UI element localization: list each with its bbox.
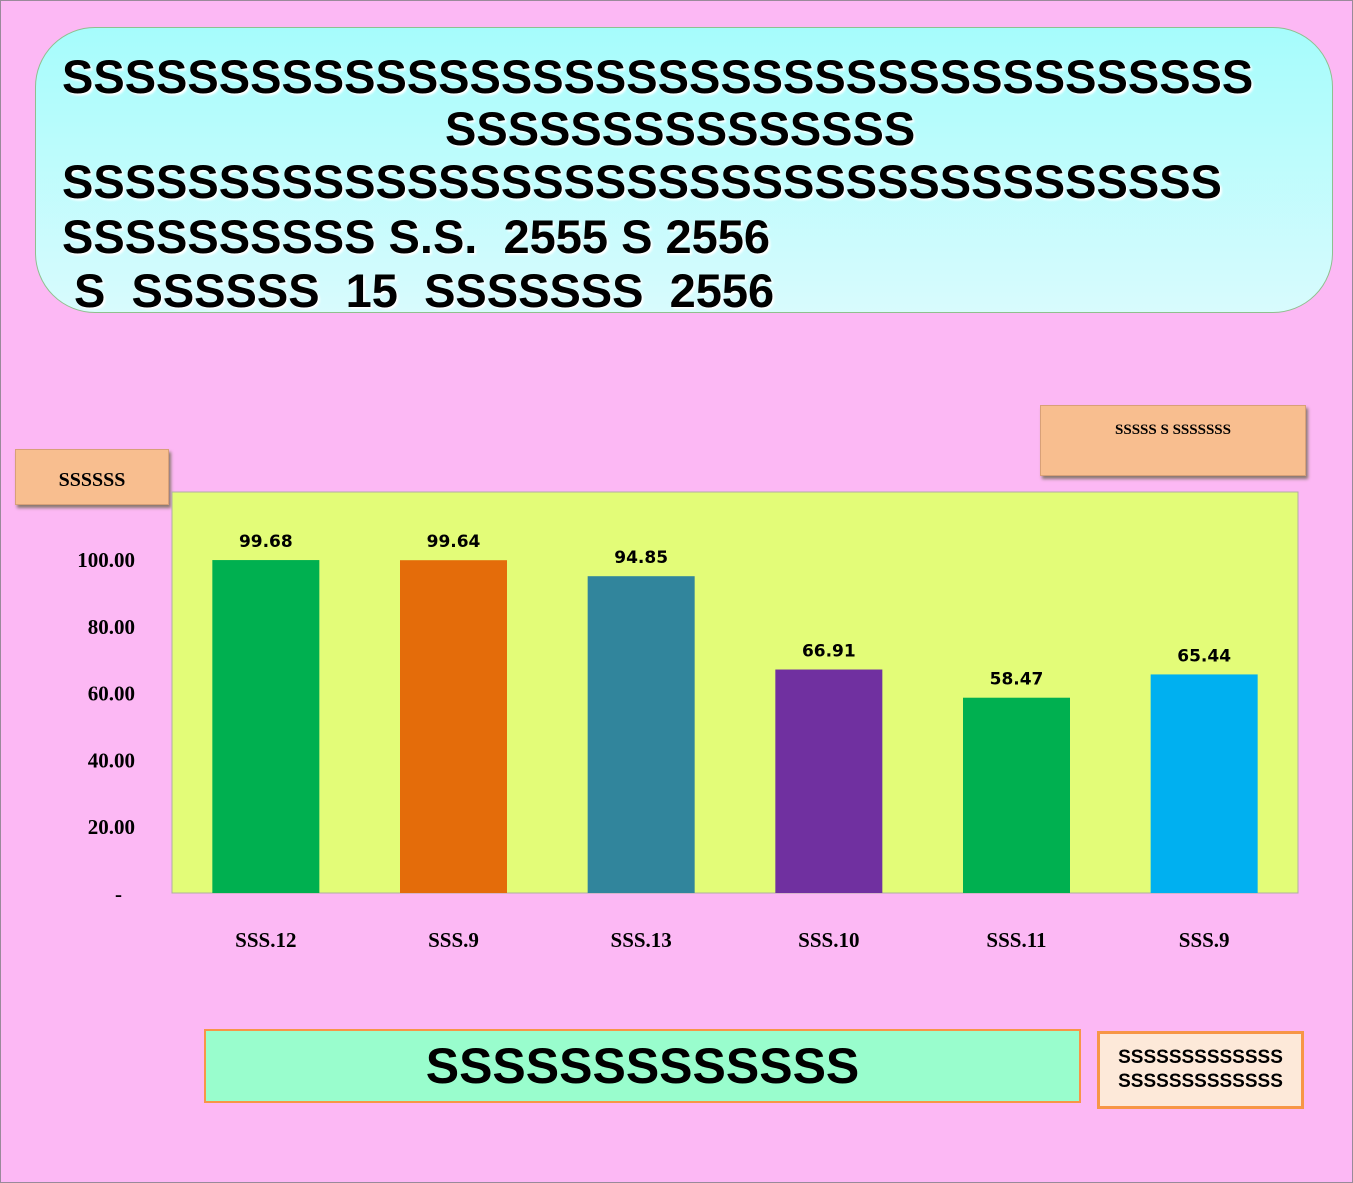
title-line-2: SSSSSSSSSSSSSSS <box>445 102 916 155</box>
x-tick-label-4: SSS.10 <box>798 928 859 952</box>
bar-6 <box>1150 674 1258 893</box>
x-tick-label-6: SSS.9 <box>1179 928 1230 952</box>
bar-4 <box>775 669 883 893</box>
bar-2 <box>400 560 507 893</box>
bar-chart: 99.68 99.64 94.85 66.91 58.47 65.44 - 20.00 40.… <box>77 491 1299 952</box>
title-line-3: SSSSSSSSSSSSSSSSSSSSSSSSSSSSSSSSSSSSS <box>62 155 1222 208</box>
x-tick-label-3: SSS.13 <box>611 928 672 952</box>
category-label-box: SSSSSSSSSSSSS <box>204 1029 1081 1103</box>
title-line-5: S SSSSSS 15 SSSSSSS 2556 <box>74 264 775 317</box>
source-note: SSSSS S SSSSSSS <box>1040 405 1306 476</box>
plot-area <box>171 491 1299 894</box>
data-label-5: 58.47 <box>990 670 1044 690</box>
unit-label-note: SSSSSS <box>15 449 169 505</box>
y-tick-label-4: 60.00 <box>88 682 135 706</box>
bar-3 <box>587 576 695 893</box>
title-line-4: SSSSSSSSSS S.S. 2555 S 2556 <box>62 210 771 263</box>
x-tick-label-1: SSS.12 <box>235 928 296 952</box>
data-label-4: 66.91 <box>802 642 856 662</box>
x-tick-label-2: SSS.9 <box>428 928 479 952</box>
y-tick-label-6: 100.00 <box>77 548 135 572</box>
title-line-1: SSSSSSSSSSSSSSSSSSSSSSSSSSSSSSSSSSSSSS <box>62 50 1254 103</box>
footnote-line-1: SSSSSSSSSSSSS <box>1118 1047 1283 1068</box>
bar-5 <box>963 697 1070 893</box>
data-label-2: 99.64 <box>427 532 481 552</box>
data-label-6: 65.44 <box>1177 646 1231 666</box>
data-label-1: 99.68 <box>239 532 293 552</box>
footnote-line-2: SSSSSSSSSSSSS <box>1118 1071 1283 1092</box>
y-tick-label-2: 20.00 <box>88 815 135 839</box>
data-label-3: 94.85 <box>614 548 668 568</box>
y-tick-label-5: 80.00 <box>88 615 135 639</box>
y-tick-label-3: 40.00 <box>88 748 135 772</box>
title-banner: SSSSSSSSSSSSSSSSSSSSSSSSSSSSSSSSSSSSSS S… <box>35 27 1333 317</box>
x-tick-label-5: SSS.11 <box>986 928 1046 952</box>
bar-1 <box>212 560 320 893</box>
footnote-box: SSSSSSSSSSSSS SSSSSSSSSSSSS <box>1097 1031 1304 1109</box>
y-tick-label-1: - <box>115 882 122 906</box>
